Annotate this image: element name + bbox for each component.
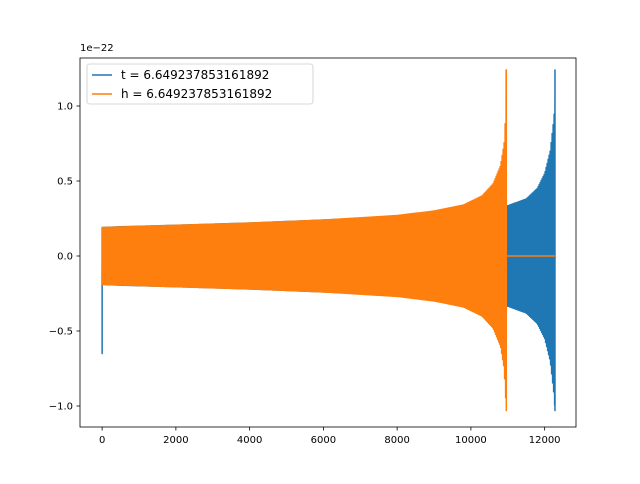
x-tick-label: 12000: [529, 435, 561, 446]
y-tick-label: 0.0: [57, 252, 73, 263]
x-tick-label: 0: [99, 435, 105, 446]
legend-label: h = 6.649237853161892: [121, 87, 272, 101]
x-tick-label: 6000: [311, 435, 336, 446]
legend-box: [86, 63, 314, 105]
axes-frame: [79, 57, 577, 428]
x-tick-label: 4000: [237, 435, 262, 446]
x-tick-label: 2000: [163, 435, 188, 446]
y-tick-label: 0.5: [57, 177, 73, 188]
legend-label: t = 6.649237853161892: [121, 68, 269, 82]
y-tick-label: −1.0: [49, 402, 73, 413]
legend: t = 6.649237853161892 h = 6.6492378531618…: [86, 63, 314, 105]
x-axis: 0 2000 4000 6000 8000 10000 12000: [99, 427, 561, 446]
y-offset-text: 1e−22: [80, 43, 114, 54]
y-tick-label: 1.0: [57, 102, 73, 113]
y-axis: −1.0 −0.5 0.0 0.5 1.0: [49, 102, 80, 413]
x-tick-label: 8000: [384, 435, 409, 446]
plot-area: [101, 69, 556, 412]
series-line-1: [101, 69, 555, 412]
y-tick-label: −0.5: [49, 327, 73, 338]
x-tick-label: 10000: [455, 435, 487, 446]
